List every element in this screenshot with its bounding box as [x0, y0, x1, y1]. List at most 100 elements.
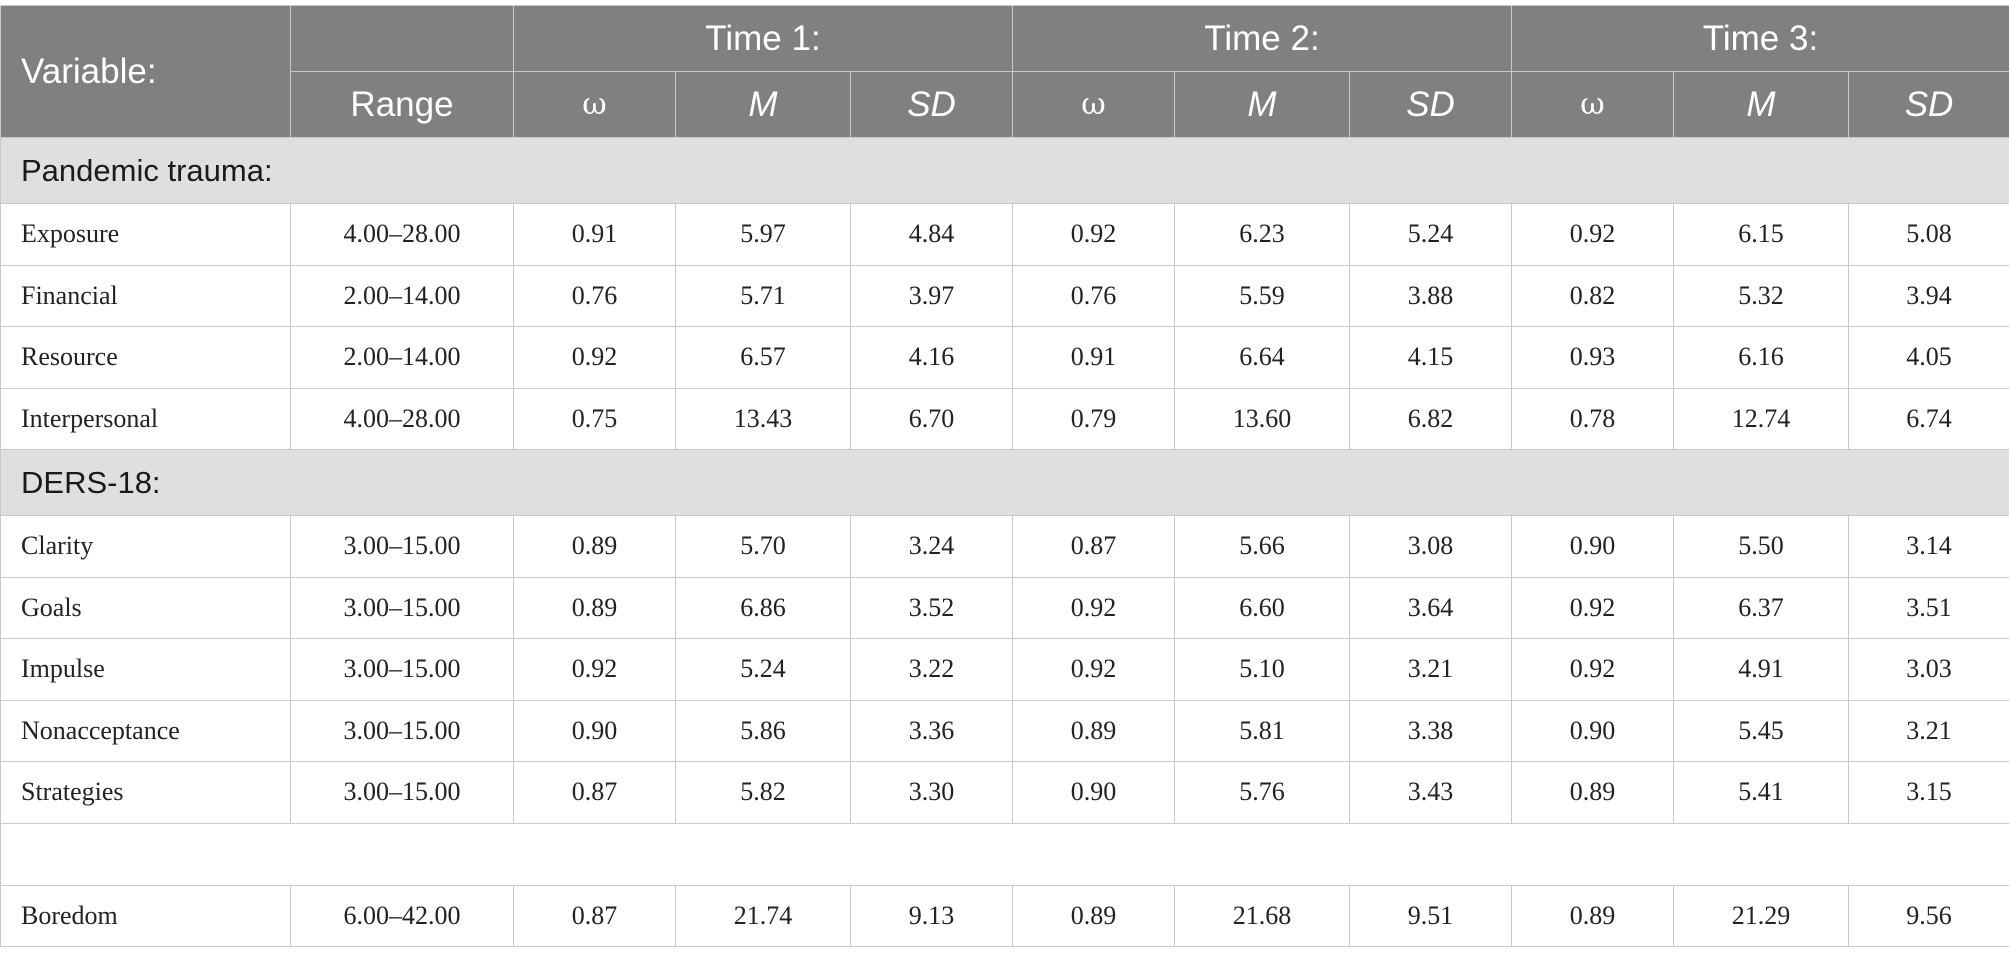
time-3-sd-header: SD	[1848, 71, 2009, 138]
time-1-mean-cell: 6.57	[675, 326, 851, 389]
time-1-sd-cell: 4.84	[850, 203, 1013, 266]
time-2-header: Time 2:	[1012, 5, 1512, 72]
variable-name-cell: Goals	[0, 576, 291, 639]
range-header-spacer	[290, 5, 514, 72]
time-2-mean-cell: 6.23	[1174, 203, 1350, 266]
time-1-sd-cell: 3.24	[850, 515, 1013, 578]
time-1-omega-cell: 0.92	[513, 638, 676, 701]
time-2-omega-cell: 0.91	[1012, 326, 1175, 389]
header-row-sub: Range ω M SD ω M SD ω M SD	[1, 71, 2009, 138]
time-3-sd-cell: 3.51	[1848, 576, 2009, 639]
time-1-sd-cell: 4.16	[850, 326, 1013, 389]
time-3-sd-cell: 6.74	[1848, 387, 2009, 450]
time-1-mean-cell: 5.71	[675, 264, 851, 327]
table-row: Clarity 3.00–15.00 0.89 5.70 3.24 0.87 5.66 3.0…	[0, 515, 2009, 578]
variable-name-cell: Impulse	[0, 638, 291, 701]
variable-name-cell: Exposure	[0, 203, 291, 266]
time-3-mean-cell: 5.50	[1673, 515, 1849, 578]
time-3-mean-cell: 6.16	[1673, 326, 1849, 389]
variable-name-cell: Nonacceptance	[0, 699, 291, 762]
table-row: Strategies 3.00–15.00 0.87 5.82 3.30 0.90 5.76…	[0, 761, 2009, 824]
table-row: Resource 2.00–14.00 0.92 6.57 4.16 0.91 6.64 4.…	[0, 326, 2009, 389]
time-2-sd-cell: 3.38	[1349, 699, 1512, 762]
variable-name-cell: Interpersonal	[0, 387, 291, 450]
time-2-omega-cell: 0.92	[1012, 203, 1175, 266]
time-2-sd-cell: 6.82	[1349, 387, 1512, 450]
variable-name-cell: Clarity	[0, 515, 291, 578]
range-cell: 4.00–28.00	[290, 203, 514, 266]
time-2-mean-cell: 5.76	[1174, 761, 1350, 824]
time-3-omega-cell: 0.90	[1511, 699, 1674, 762]
time-1-mean-header: M	[675, 71, 851, 138]
time-3-omega-cell: 0.92	[1511, 638, 1674, 701]
time-2-omega-cell: 0.89	[1012, 699, 1175, 762]
time-2-omega-cell: 0.89	[1012, 884, 1175, 947]
time-1-omega-cell: 0.87	[513, 761, 676, 824]
table-row: Exposure 4.00–28.00 0.91 5.97 4.84 0.92 6.23 5.…	[0, 203, 2009, 266]
time-3-mean-cell: 6.15	[1673, 203, 1849, 266]
time-3-mean-cell: 12.74	[1673, 387, 1849, 450]
time-3-mean-cell: 5.45	[1673, 699, 1849, 762]
time-3-mean-cell: 5.41	[1673, 761, 1849, 824]
time-2-sd-cell: 3.64	[1349, 576, 1512, 639]
time-3-omega-cell: 0.90	[1511, 515, 1674, 578]
blank-cell	[0, 822, 2009, 886]
time-2-mean-cell: 5.81	[1174, 699, 1350, 762]
time-2-mean-header: M	[1174, 71, 1350, 138]
time-3-omega-cell: 0.93	[1511, 326, 1674, 389]
variable-column-header: Variable:	[0, 5, 291, 138]
time-2-mean-cell: 21.68	[1174, 884, 1350, 947]
time-3-sd-cell: 3.15	[1848, 761, 2009, 824]
time-1-omega-cell: 0.89	[513, 515, 676, 578]
time-2-omega-cell: 0.90	[1012, 761, 1175, 824]
range-cell: 3.00–15.00	[290, 638, 514, 701]
time-1-mean-cell: 5.70	[675, 515, 851, 578]
time-1-omega-cell: 0.87	[513, 884, 676, 947]
time-1-omega-header: ω	[513, 71, 676, 138]
descriptive-statistics-table: Variable: Time 1: Time 2: Time 3: Range …	[0, 5, 2009, 947]
time-1-mean-cell: 13.43	[675, 387, 851, 450]
time-1-header: Time 1:	[513, 5, 1013, 72]
time-2-omega-cell: 0.92	[1012, 576, 1175, 639]
time-3-mean-cell: 21.29	[1673, 884, 1849, 947]
time-3-omega-cell: 0.89	[1511, 884, 1674, 947]
range-cell: 3.00–15.00	[290, 699, 514, 762]
time-2-sd-cell: 3.21	[1349, 638, 1512, 701]
time-2-sd-cell: 3.08	[1349, 515, 1512, 578]
time-3-mean-header: M	[1673, 71, 1849, 138]
table-row: Boredom 6.00–42.00 0.87 21.74 9.13 0.89 21.68 9…	[0, 884, 2009, 947]
time-2-mean-cell: 13.60	[1174, 387, 1350, 450]
time-2-mean-cell: 5.10	[1174, 638, 1350, 701]
time-2-omega-cell: 0.76	[1012, 264, 1175, 327]
variable-name-cell: Resource	[0, 326, 291, 389]
time-2-omega-cell: 0.79	[1012, 387, 1175, 450]
time-2-mean-cell: 6.60	[1174, 576, 1350, 639]
range-cell: 2.00–14.00	[290, 326, 514, 389]
time-3-sd-cell: 3.14	[1848, 515, 2009, 578]
blank-row	[0, 822, 2009, 886]
time-3-sd-cell: 9.56	[1848, 884, 2009, 947]
time-3-sd-cell: 5.08	[1848, 203, 2009, 266]
range-column-header: Range	[290, 71, 514, 138]
time-2-sd-header: SD	[1349, 71, 1512, 138]
time-3-omega-header: ω	[1511, 71, 1674, 138]
variable-name-cell: Financial	[0, 264, 291, 327]
range-cell: 3.00–15.00	[290, 515, 514, 578]
time-1-omega-cell: 0.76	[513, 264, 676, 327]
time-2-mean-cell: 6.64	[1174, 326, 1350, 389]
time-3-header: Time 3:	[1511, 5, 2009, 72]
range-cell: 2.00–14.00	[290, 264, 514, 327]
time-1-sd-cell: 9.13	[850, 884, 1013, 947]
table-row: Nonacceptance 3.00–15.00 0.90 5.86 3.36 0.89 5…	[0, 699, 2009, 762]
time-1-mean-cell: 21.74	[675, 884, 851, 947]
time-1-sd-cell: 3.30	[850, 761, 1013, 824]
time-1-omega-cell: 0.92	[513, 326, 676, 389]
header-row-top: Variable: Time 1: Time 2: Time 3:	[0, 5, 2009, 138]
section-header-row: Pandemic trauma:	[0, 137, 2009, 204]
time-3-mean-cell: 5.32	[1673, 264, 1849, 327]
time-3-sd-cell: 3.21	[1848, 699, 2009, 762]
time-3-sd-cell: 4.05	[1848, 326, 2009, 389]
time-2-omega-cell: 0.92	[1012, 638, 1175, 701]
time-3-omega-cell: 0.82	[1511, 264, 1674, 327]
time-3-omega-cell: 0.78	[1511, 387, 1674, 450]
